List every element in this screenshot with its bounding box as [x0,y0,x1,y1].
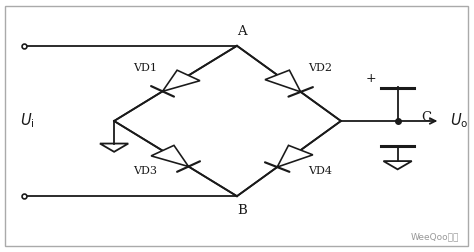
Text: C: C [421,111,431,124]
Polygon shape [163,70,200,91]
Text: VD1: VD1 [133,63,156,73]
Text: VD2: VD2 [308,63,332,73]
Text: $U_{\mathrm{o}}$: $U_{\mathrm{o}}$ [450,112,468,130]
Text: +: + [366,72,376,85]
Text: $U_{\mathrm{i}}$: $U_{\mathrm{i}}$ [19,112,34,130]
Text: WeeQoo维库: WeeQoo维库 [410,232,459,241]
Polygon shape [277,145,313,167]
Text: B: B [237,204,246,217]
Polygon shape [265,70,301,92]
Text: VD3: VD3 [133,166,156,176]
Polygon shape [151,145,189,167]
Text: A: A [237,25,246,38]
Text: VD4: VD4 [308,166,332,176]
